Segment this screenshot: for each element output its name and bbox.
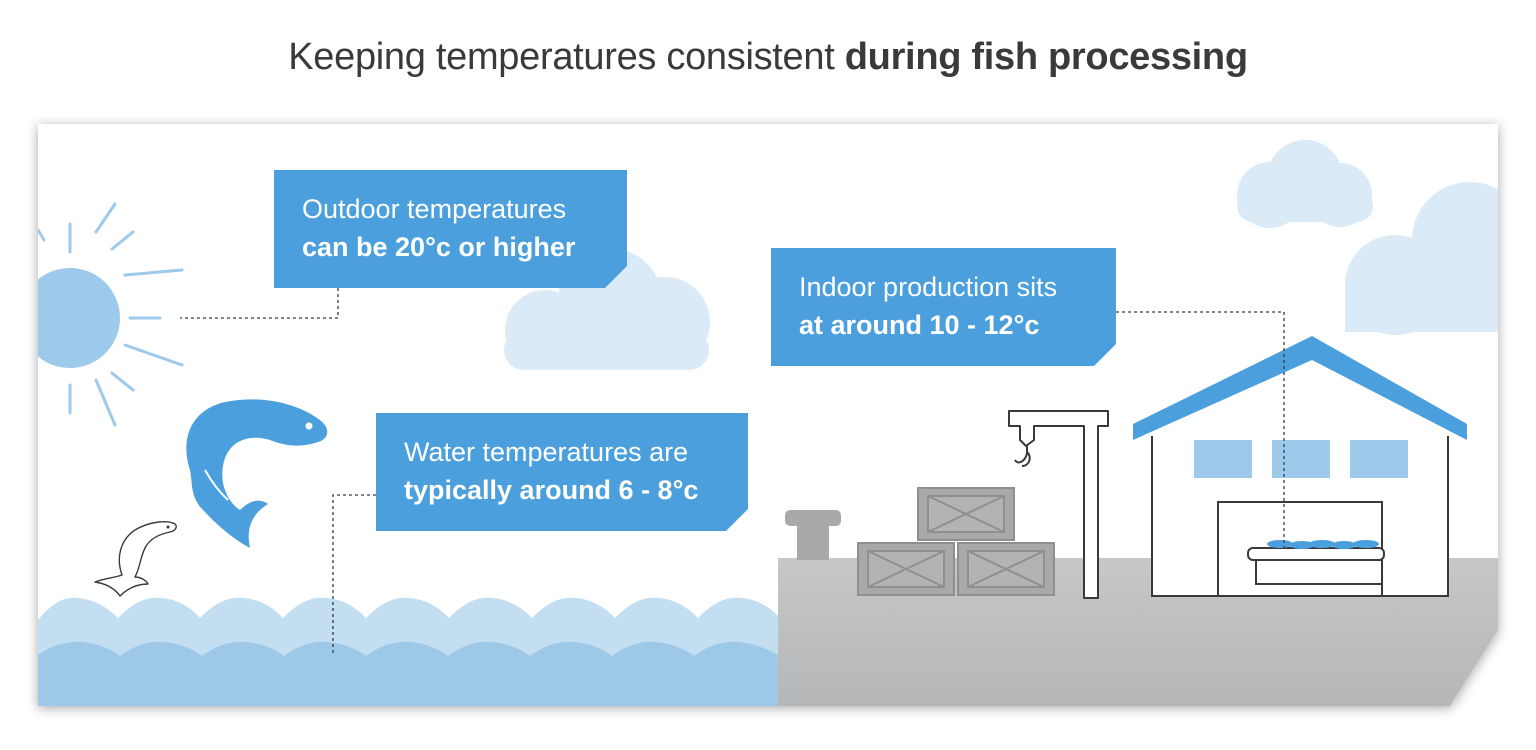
cloud-icon-right-small	[1237, 140, 1373, 228]
crates-icon	[857, 487, 1055, 596]
fish-icon-small	[94, 521, 177, 597]
bollard-icon	[785, 510, 841, 560]
fish-on-table-icon	[1267, 540, 1379, 549]
callout-water-line2: typically around 6 - 8°c	[404, 475, 699, 505]
title-regular: Keeping temperatures consistent	[288, 36, 845, 78]
sun-icon	[38, 202, 184, 427]
connector-lines	[180, 288, 1285, 655]
callout-indoor-line1: Indoor production sits	[799, 272, 1058, 302]
callout-indoor-box	[771, 248, 1116, 366]
callout-outdoor-line2: can be 20°c or higher	[302, 232, 576, 262]
callout-indoor-line2: at around 10 - 12°c	[799, 310, 1040, 340]
title-bold: during fish processing	[844, 36, 1248, 78]
callout-outdoor-line1: Outdoor temperatures	[302, 194, 567, 224]
callout-water-line1: Water temperatures are	[404, 437, 689, 467]
crane-icon	[1008, 410, 1109, 599]
warehouse-icon	[1133, 336, 1467, 597]
callout-indoor: Indoor production sits at around 10 - 12…	[771, 248, 1116, 366]
callout-outdoor-box	[274, 170, 627, 288]
callout-outdoor: Outdoor temperatures can be 20°c or high…	[274, 170, 627, 288]
fish-icon-large	[186, 399, 328, 548]
water-waves	[38, 597, 780, 706]
callout-water: Water temperatures are typically around …	[376, 413, 748, 531]
callout-water-box	[376, 413, 748, 531]
cloud-icon-right-large	[1345, 182, 1498, 335]
page-title: Keeping temperatures consistent during f…	[0, 36, 1536, 79]
